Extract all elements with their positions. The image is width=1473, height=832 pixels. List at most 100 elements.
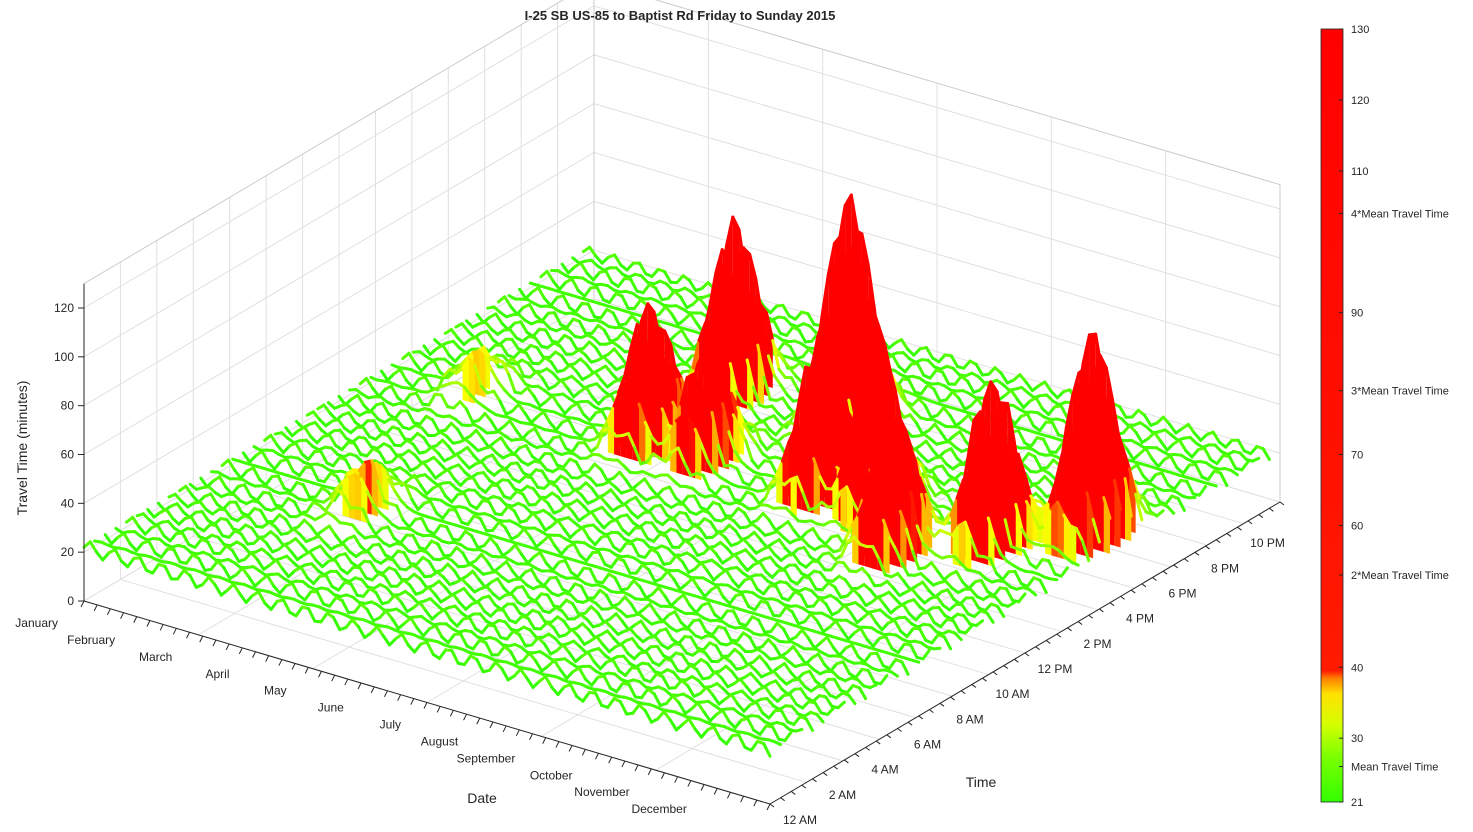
surface-cell bbox=[542, 471, 548, 481]
surface-cell bbox=[1153, 490, 1159, 502]
surface-cell bbox=[744, 513, 750, 523]
surface-cell bbox=[608, 536, 614, 548]
surface-cell bbox=[433, 420, 439, 431]
surface-cell bbox=[345, 554, 351, 563]
surface-cell bbox=[286, 519, 292, 529]
surface-cell bbox=[333, 458, 339, 466]
surface-cell bbox=[563, 296, 569, 308]
surface-cell bbox=[1162, 473, 1168, 485]
surface-cell bbox=[930, 370, 936, 378]
surface-cell bbox=[689, 280, 695, 290]
surface-cell bbox=[448, 470, 454, 479]
surface-cell bbox=[766, 663, 772, 672]
surface-cell bbox=[751, 578, 757, 589]
surface-cell bbox=[932, 635, 938, 643]
surface-row bbox=[158, 503, 844, 708]
surface-cell bbox=[1043, 439, 1049, 451]
surface-cell bbox=[1137, 465, 1143, 476]
surface-cell bbox=[774, 416, 780, 424]
surface-cell bbox=[641, 621, 647, 630]
surface-cell bbox=[583, 528, 589, 538]
surface-cell bbox=[1001, 373, 1007, 383]
surface-cell bbox=[326, 501, 332, 511]
surface-cell bbox=[998, 606, 1004, 616]
surface-cell bbox=[590, 569, 596, 581]
surface-cell bbox=[709, 603, 715, 615]
surface-cell bbox=[537, 348, 543, 357]
surface-cell bbox=[716, 486, 722, 494]
surface-cell bbox=[514, 511, 520, 522]
surface-cell bbox=[535, 428, 541, 439]
surface-cell bbox=[618, 278, 624, 286]
surface-cell bbox=[606, 271, 612, 282]
surface-cell bbox=[542, 313, 548, 321]
surface-cell bbox=[1196, 465, 1202, 477]
surface-cell bbox=[559, 405, 565, 413]
surface-cell bbox=[691, 545, 697, 555]
surface-cell bbox=[799, 330, 805, 342]
surface-cell bbox=[455, 510, 461, 522]
surface-cell bbox=[615, 255, 621, 265]
surface-cell bbox=[682, 655, 688, 664]
surface-cell bbox=[400, 369, 406, 380]
surface-cell bbox=[1056, 444, 1062, 453]
surface-cell bbox=[781, 385, 787, 395]
surface-cell bbox=[711, 522, 717, 532]
surface-cell bbox=[788, 592, 794, 600]
surface-cell bbox=[510, 330, 516, 338]
surface-cell bbox=[1231, 470, 1237, 474]
surface-cell bbox=[1040, 580, 1046, 592]
surface-cell bbox=[305, 427, 311, 437]
surface-cell bbox=[964, 615, 970, 624]
surface-cell bbox=[576, 462, 582, 473]
surface-cell bbox=[615, 578, 621, 590]
surface-cell bbox=[877, 653, 883, 665]
surface-cell bbox=[482, 438, 488, 447]
surface-cell bbox=[542, 378, 548, 389]
surface-cell bbox=[601, 469, 607, 480]
surface-cell bbox=[760, 562, 766, 572]
surface-cell bbox=[379, 544, 385, 555]
surface-cell bbox=[429, 561, 435, 572]
surface-cell bbox=[1029, 590, 1035, 595]
surface-cell bbox=[1011, 390, 1017, 399]
surface-cell bbox=[262, 451, 268, 462]
surface-cell bbox=[476, 337, 482, 346]
surface-cell bbox=[962, 605, 968, 614]
surface-cell bbox=[468, 516, 474, 525]
surface-cell bbox=[719, 505, 725, 516]
surface-cell bbox=[1221, 473, 1227, 485]
surface-cell bbox=[565, 560, 571, 572]
surface-cell bbox=[572, 279, 578, 291]
surface-cell bbox=[725, 537, 731, 545]
surface-cell bbox=[976, 621, 982, 626]
surface-cell bbox=[505, 297, 511, 307]
surface-cell bbox=[523, 494, 529, 505]
surface-cell bbox=[1208, 471, 1214, 480]
surface-cell bbox=[463, 553, 469, 564]
surface-cell bbox=[645, 479, 651, 488]
surface-cell bbox=[578, 568, 584, 577]
surface-cell bbox=[329, 526, 335, 535]
surface-cell bbox=[800, 655, 806, 664]
surface-cell bbox=[365, 438, 371, 447]
surface-cell bbox=[627, 515, 633, 523]
surface-cell bbox=[716, 646, 722, 657]
surface-cell bbox=[408, 411, 414, 422]
surface-cell bbox=[946, 392, 952, 400]
grid-line bbox=[84, 6, 1280, 308]
surface-cell bbox=[441, 395, 447, 407]
surface-cell bbox=[547, 438, 553, 446]
surface-cell bbox=[1061, 406, 1067, 418]
surface-cell bbox=[277, 537, 283, 545]
surface-cell bbox=[177, 504, 183, 512]
surface-cell bbox=[564, 459, 570, 467]
surface-cell bbox=[656, 613, 662, 621]
surface-cell bbox=[834, 679, 840, 690]
surface-cell bbox=[420, 579, 426, 588]
surface-cell bbox=[737, 469, 743, 483]
surface-cell bbox=[296, 443, 302, 454]
surface-cell bbox=[390, 447, 396, 455]
surface-cell bbox=[500, 401, 506, 414]
surface-cell bbox=[489, 596, 495, 605]
